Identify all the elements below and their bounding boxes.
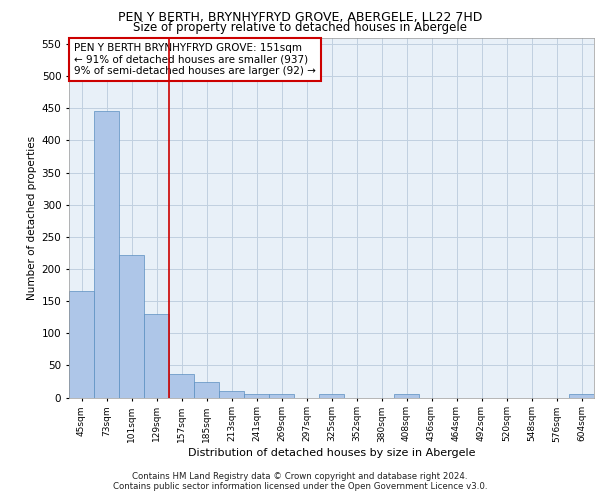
Text: PEN Y BERTH, BRYNHYFRYD GROVE, ABERGELE, LL22 7HD: PEN Y BERTH, BRYNHYFRYD GROVE, ABERGELE,… [118, 11, 482, 24]
Text: Size of property relative to detached houses in Abergele: Size of property relative to detached ho… [133, 22, 467, 35]
Y-axis label: Number of detached properties: Number of detached properties [28, 136, 37, 300]
Bar [69, 292, 94, 398]
Bar [194, 382, 219, 398]
Bar [219, 391, 244, 398]
Bar [569, 394, 594, 398]
Bar [169, 374, 194, 398]
Bar [144, 314, 169, 398]
Text: Contains HM Land Registry data © Crown copyright and database right 2024.
Contai: Contains HM Land Registry data © Crown c… [113, 472, 487, 491]
Bar [94, 112, 119, 398]
Bar [319, 394, 344, 398]
Bar [394, 394, 419, 398]
X-axis label: Distribution of detached houses by size in Abergele: Distribution of detached houses by size … [188, 448, 475, 458]
Bar [244, 394, 269, 398]
Bar [119, 255, 144, 398]
Text: PEN Y BERTH BRYNHYFRYD GROVE: 151sqm
← 91% of detached houses are smaller (937)
: PEN Y BERTH BRYNHYFRYD GROVE: 151sqm ← 9… [74, 43, 316, 76]
Bar [269, 394, 294, 398]
